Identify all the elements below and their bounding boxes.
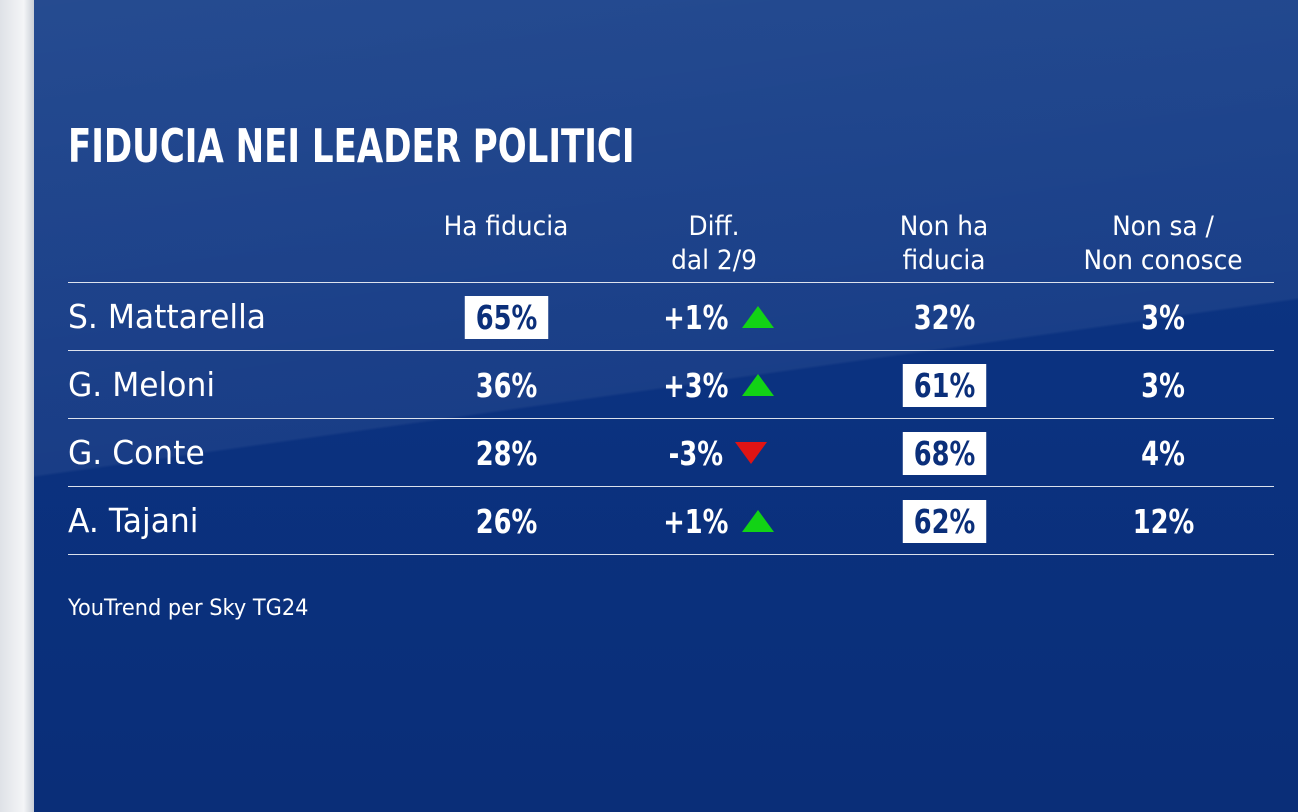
value-non-fiducia: 32% — [913, 297, 975, 337]
leader-name: S. Mattarella — [68, 297, 267, 336]
cell-non-fiducia: 32% — [834, 283, 1054, 351]
table-rule — [68, 486, 1274, 487]
value-fiducia: 26% — [475, 501, 537, 541]
column-header-ha-fiducia: Ha fiducia — [405, 210, 607, 244]
chart-title: FIDUCIA NEI LEADER POLITICI — [68, 119, 635, 173]
trend-up-icon — [741, 306, 774, 328]
cell-non-fiducia: 68% — [834, 419, 1054, 487]
cell-diff: +1% — [604, 283, 824, 351]
value-non-fiducia: 62% — [902, 499, 986, 543]
chart-panel: FIDUCIA NEI LEADER POLITICI Ha fiducia D… — [34, 0, 1298, 812]
column-header-line: Non sa / — [1112, 211, 1214, 242]
value-fiducia: 65% — [464, 295, 548, 339]
diff-value-group: +1% — [654, 298, 774, 337]
column-header-line: Ha fiducia — [443, 211, 569, 242]
column-header-line: Non conosce — [1083, 245, 1243, 276]
trend-down-icon — [734, 442, 767, 464]
cell-non-sa: 3% — [1053, 283, 1273, 351]
cell-non-fiducia: 62% — [834, 487, 1054, 555]
trend-up-icon — [741, 374, 774, 396]
trend-up-icon — [741, 510, 774, 532]
cell-non-sa: 4% — [1053, 419, 1273, 487]
table-rule — [68, 418, 1274, 419]
column-header-line: dal 2/9 — [671, 245, 757, 276]
value-non-fiducia: 68% — [902, 431, 986, 475]
table-rule — [68, 554, 1274, 555]
diff-value: +3% — [663, 365, 729, 405]
cell-diff: -3% — [604, 419, 824, 487]
cell-non-fiducia: 61% — [834, 351, 1054, 419]
diff-value: +1% — [663, 501, 729, 541]
table-rule — [68, 282, 1274, 283]
value-fiducia: 28% — [475, 433, 537, 473]
column-header-non-fiducia: Non ha fiducia — [843, 210, 1045, 278]
diff-value: -3% — [668, 433, 724, 473]
cell-fiducia: 65% — [396, 283, 616, 351]
diff-value-group: -3% — [661, 434, 767, 473]
leader-name: A. Tajani — [68, 501, 199, 540]
table-row: A. Tajani 26% +1% 62% 12% — [34, 487, 1298, 555]
diff-value-group: +1% — [654, 502, 774, 541]
table-row: G. Meloni 36% +3% 61% 3% — [34, 351, 1298, 419]
left-edge-strip — [0, 0, 34, 812]
cell-non-sa: 12% — [1053, 487, 1273, 555]
leader-name: G. Conte — [68, 433, 205, 472]
value-non-fiducia: 61% — [902, 363, 986, 407]
column-header-non-sa: Non sa / Non conosce — [1062, 210, 1264, 278]
column-header-line: Non ha — [899, 211, 989, 242]
cell-non-sa: 3% — [1053, 351, 1273, 419]
table-rule — [68, 350, 1274, 351]
value-non-sa: 4% — [1141, 433, 1185, 473]
table-row: S. Mattarella 65% +1% 32% 3% — [34, 283, 1298, 351]
column-header-line: Diff. — [688, 211, 740, 242]
column-header-diff: Diff. dal 2/9 — [613, 210, 815, 278]
value-fiducia: 36% — [475, 365, 537, 405]
value-non-sa: 3% — [1141, 365, 1185, 405]
cell-diff: +3% — [604, 351, 824, 419]
cell-fiducia: 28% — [396, 419, 616, 487]
diff-value-group: +3% — [654, 366, 774, 405]
cell-fiducia: 36% — [396, 351, 616, 419]
leader-name: G. Meloni — [68, 365, 216, 404]
table-row: G. Conte 28% -3% 68% 4% — [34, 419, 1298, 487]
diff-value: +1% — [663, 297, 729, 337]
value-non-sa: 12% — [1132, 501, 1194, 541]
column-header-line: fiducia — [902, 245, 986, 276]
cell-diff: +1% — [604, 487, 824, 555]
cell-fiducia: 26% — [396, 487, 616, 555]
value-non-sa: 3% — [1141, 297, 1185, 337]
source-note: YouTrend per Sky TG24 — [68, 596, 309, 621]
